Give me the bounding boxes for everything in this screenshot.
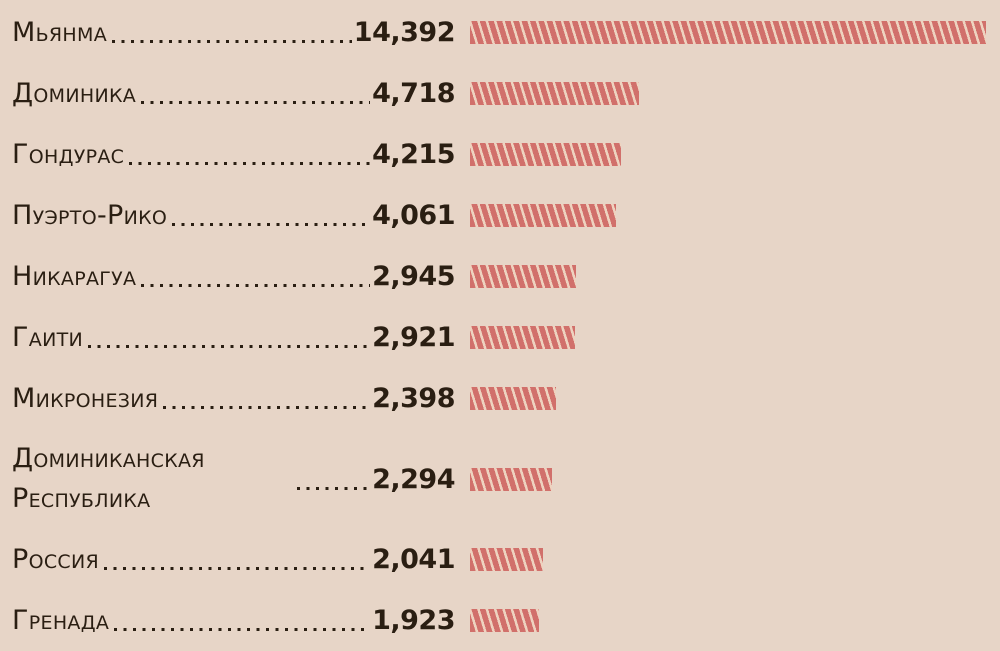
bar-track (470, 467, 1000, 491)
bar (470, 143, 621, 166)
country-label: Гаити (12, 321, 83, 353)
bar-track (470, 265, 1000, 288)
bar-track (470, 609, 1000, 632)
bar-track (470, 82, 1000, 105)
value-label: 2,398 (372, 383, 455, 414)
chart-row: Микронезия 2,398 (12, 368, 1000, 429)
leader-dots (114, 628, 371, 631)
bar-track (470, 326, 1000, 349)
row-left-block: Мьянма 14,392 (12, 13, 456, 53)
bar-track (470, 387, 1000, 410)
leader-dots (88, 345, 371, 348)
leader-dots (104, 567, 371, 570)
chart-row: Гондурас 4,215 (12, 124, 1000, 185)
country-label: Микронезия (12, 382, 159, 414)
bar (470, 387, 556, 410)
bar-track (470, 143, 1000, 166)
value-label: 4,061 (372, 200, 455, 231)
leader-dots (129, 162, 371, 165)
leader-dots (141, 284, 371, 287)
chart-row: Пуэрто-Рико 4,061 (12, 185, 1000, 246)
bar-track (470, 204, 1000, 227)
country-label: Россия (12, 543, 99, 575)
chart-row: Мьянма 14,392 (12, 2, 1000, 63)
leader-dots (297, 486, 371, 490)
bar (470, 326, 575, 349)
chart-row: Доминиканская Республика 2,294 (12, 429, 1000, 529)
row-left-block: Пуэрто-Рико 4,061 (12, 196, 455, 236)
value-label: 2,921 (372, 322, 455, 353)
bar (470, 265, 576, 288)
bar-track (470, 21, 1000, 44)
row-left-block: Доминика 4,718 (12, 74, 455, 114)
row-left-block: Гаити 2,921 (12, 318, 455, 358)
row-left-block: Россия 2,041 (12, 540, 455, 580)
leader-dots (112, 40, 352, 43)
bar (470, 82, 639, 105)
value-label: 2,041 (372, 544, 455, 575)
bar (470, 204, 616, 227)
leader-dots (141, 101, 371, 104)
country-label: Доминиканская Республика (12, 443, 205, 514)
row-left-block: Микронезия 2,398 (12, 379, 455, 419)
chart-row: Гаити 2,921 (12, 307, 1000, 368)
chart-row: Доминика 4,718 (12, 63, 1000, 124)
row-left-block: Никарагуа 2,945 (12, 257, 455, 297)
leader-dots (172, 223, 371, 226)
country-label: Пуэрто-Рико (12, 199, 168, 231)
row-left-block: Доминиканская Республика 2,294 (12, 439, 455, 519)
bar-track (470, 548, 1000, 571)
country-label: Мьянма (12, 16, 108, 48)
country-label: Никарагуа (12, 260, 137, 292)
leader-dots (163, 406, 371, 409)
value-label: 2,294 (372, 463, 455, 495)
value-label: 2,945 (372, 261, 455, 292)
chart-row: Гренада 1,923 (12, 590, 1000, 651)
row-left-block: Гондурас 4,215 (12, 135, 455, 175)
chart-row: Никарагуа 2,945 (12, 246, 1000, 307)
row-left-block: Гренада 1,923 (12, 601, 455, 641)
bar (470, 467, 552, 491)
chart-row: Россия 2,041 (12, 529, 1000, 590)
country-label: Гренада (12, 604, 110, 636)
value-label: 14,392 (353, 17, 456, 48)
bar (470, 548, 543, 571)
country-label: Гондурас (12, 138, 125, 170)
bar (470, 609, 539, 632)
value-label: 4,215 (372, 139, 455, 170)
value-label: 1,923 (372, 605, 455, 636)
country-label: Доминика (12, 77, 137, 109)
value-label: 4,718 (372, 78, 455, 109)
bar (470, 21, 986, 44)
